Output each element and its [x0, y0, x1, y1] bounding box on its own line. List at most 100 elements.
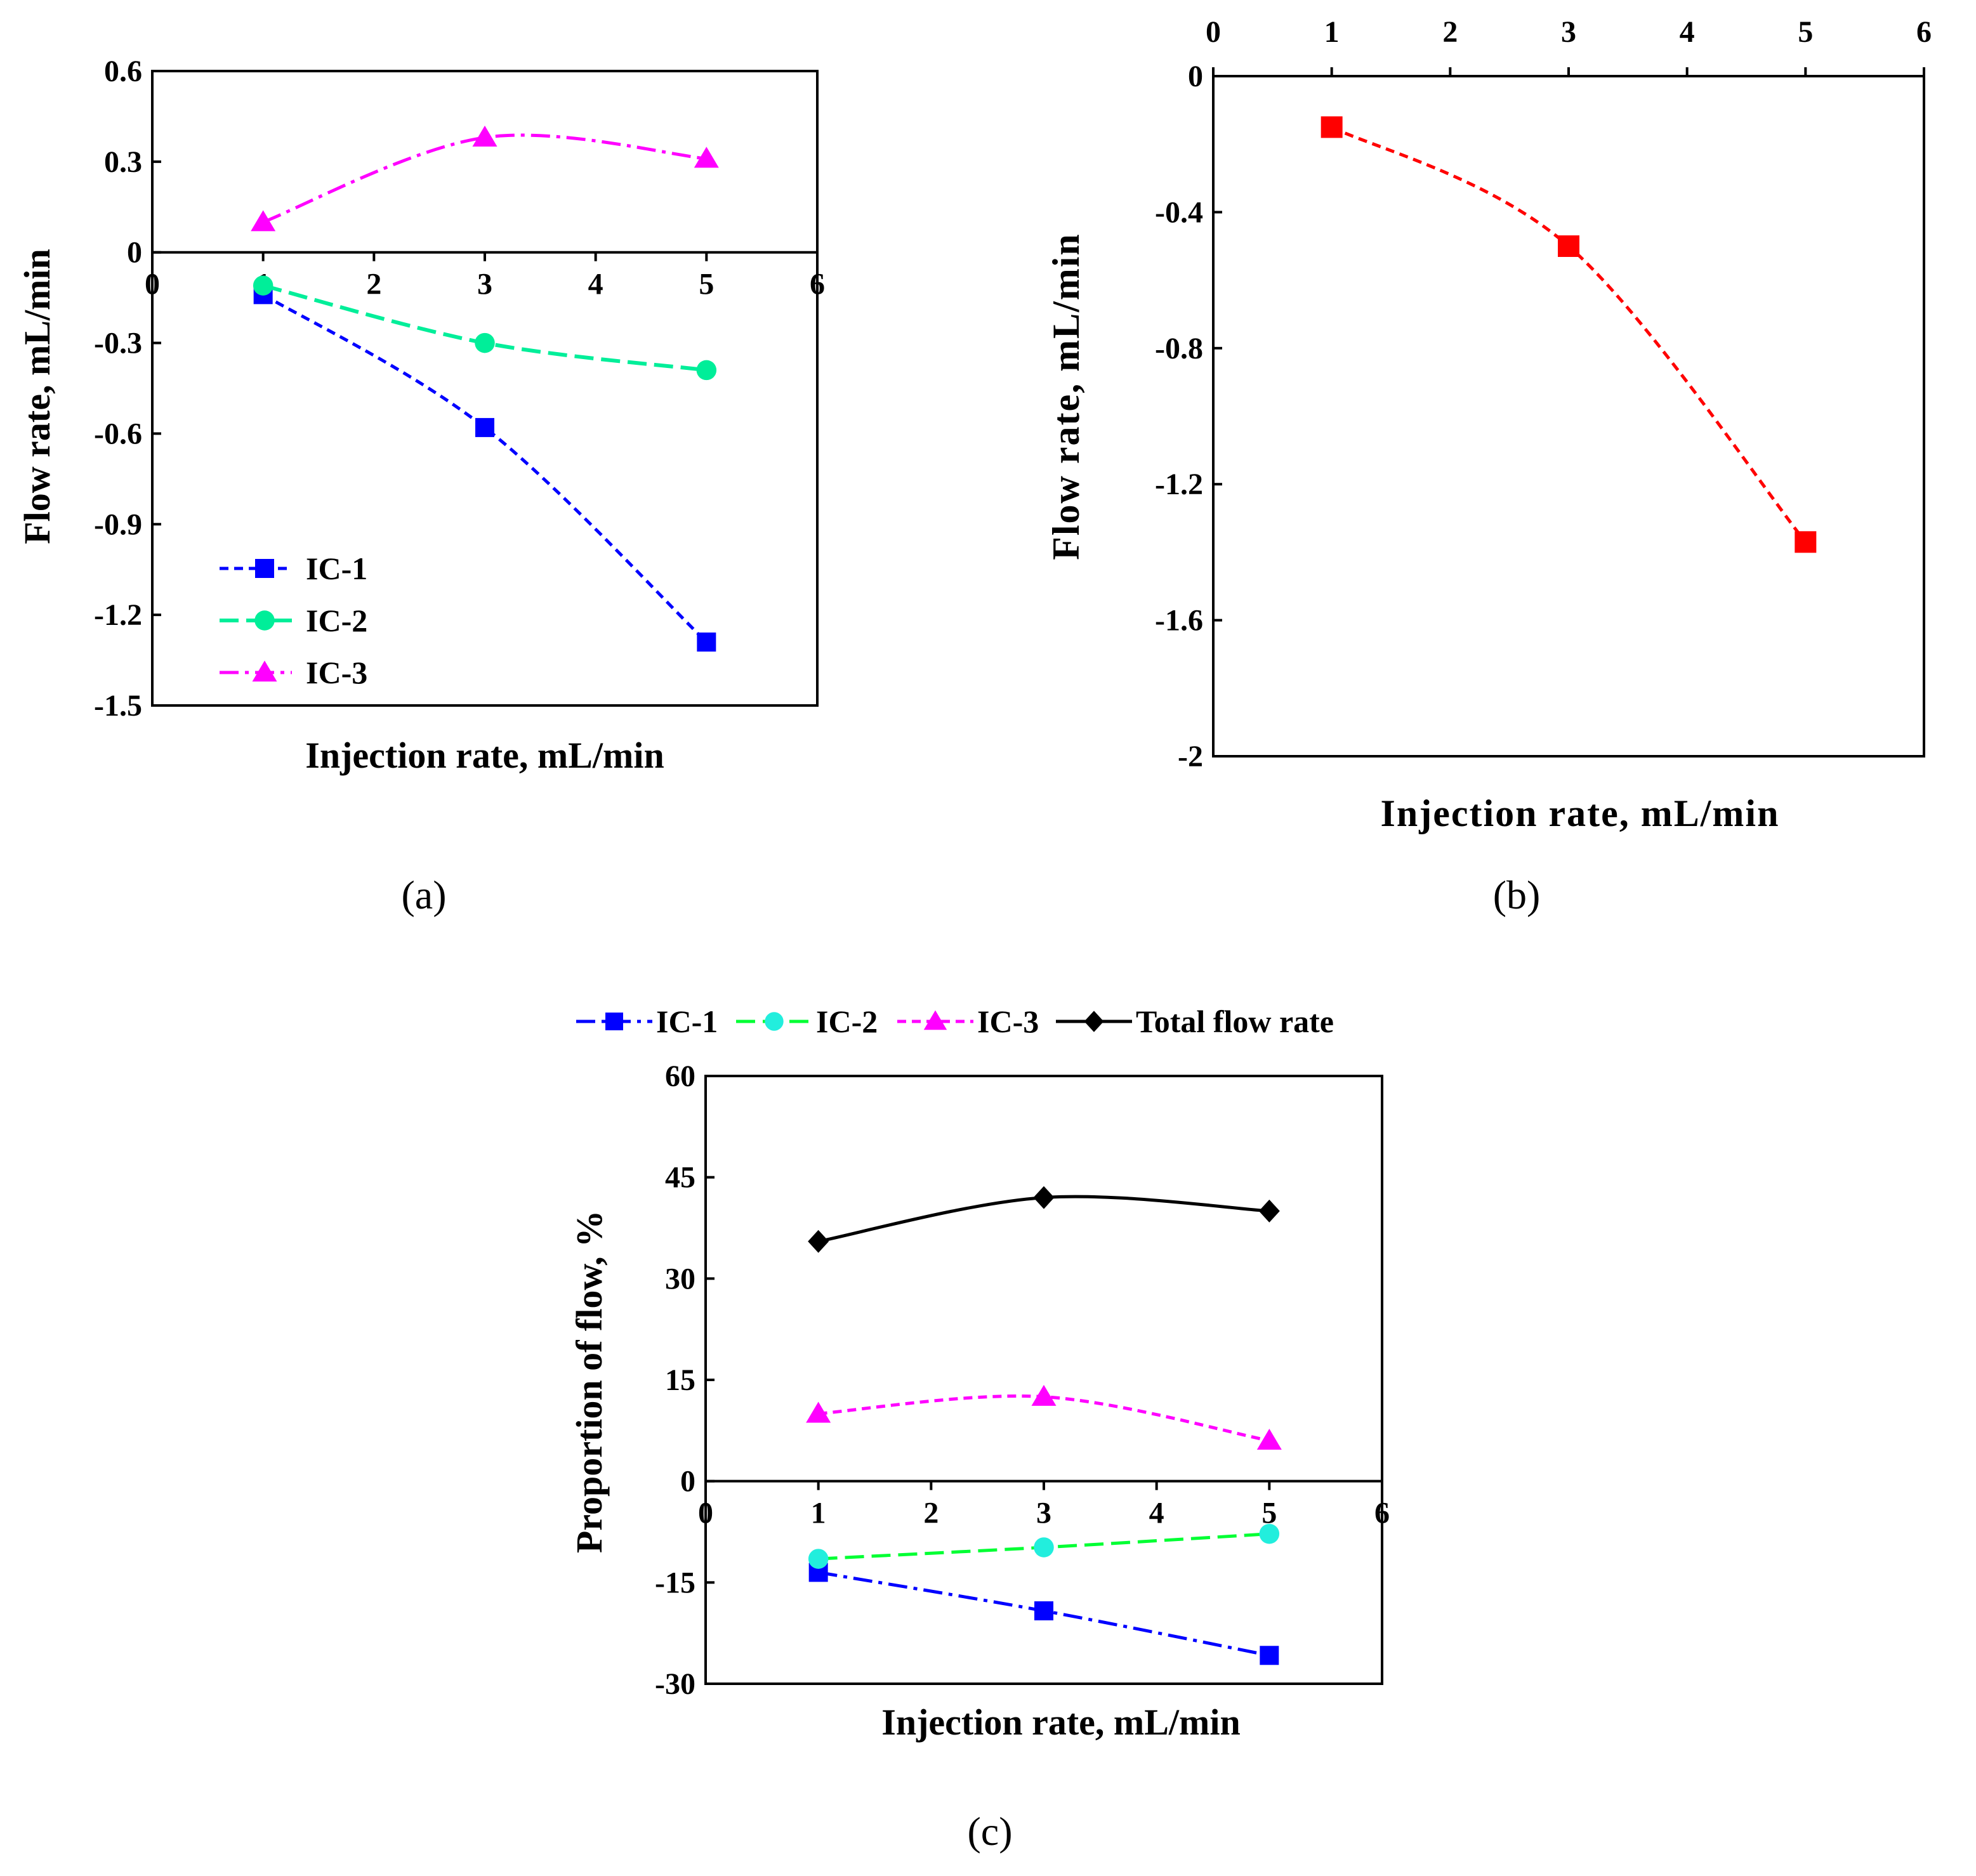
panel-c-legend-label: IC-2 — [816, 1004, 878, 1039]
panel-a-point-ic-2-3 — [475, 332, 495, 353]
panel-a-y-tick-label: -1.2 — [94, 598, 142, 632]
panel-a-y-tick-label: -0.3 — [94, 327, 142, 360]
panel-a-x-axis-label: Injection rate, mL/min — [305, 735, 664, 776]
panel-c-point-ic-2-3 — [1034, 1537, 1054, 1558]
panel-b-y-tick-label: -2 — [1178, 740, 1203, 773]
panel-c-y-tick-label: -15 — [655, 1566, 695, 1599]
panel-c-legend-marker-ic-2 — [765, 1012, 784, 1031]
panel-b-x-tick-label: 4 — [1680, 15, 1695, 49]
panel-c-point-ic-2-5 — [1259, 1523, 1280, 1544]
panel-c-point-ic-3-5 — [1256, 1429, 1282, 1450]
panel-c-legend-label: IC-3 — [977, 1004, 1039, 1039]
panel-c-point-ic-3-1 — [806, 1401, 831, 1423]
panel-a-y-tick-label: 0.3 — [104, 145, 142, 179]
panel-a-plot-frame — [151, 70, 819, 707]
panel-c-x-tick-label: 4 — [1149, 1497, 1164, 1530]
panel-a-x-tick-label: 3 — [477, 268, 492, 301]
panel-a-series — [152, 126, 817, 652]
panel-c-x-tick-label: 0 — [698, 1497, 713, 1530]
panel-b-x-tick-label: 1 — [1324, 15, 1340, 49]
panel-c-point-ic-3-3 — [1031, 1384, 1057, 1406]
panel-a-legend-marker-ic-3 — [252, 660, 277, 682]
panel-b-point-total-3 — [1558, 235, 1579, 257]
panel-a-legend-marker-ic-2 — [254, 610, 275, 631]
panel-c-x-tick-label: 1 — [811, 1497, 826, 1530]
panel-c-point-ic-1-3 — [1034, 1601, 1053, 1621]
panel-c-legend-label: IC-1 — [656, 1004, 718, 1039]
panel-c-legend-marker-ic-3 — [923, 1010, 947, 1030]
panel-b-point-total-5 — [1795, 531, 1817, 553]
panel-a-legend-label: IC-3 — [306, 655, 367, 690]
panel-a-point-ic-3-1 — [251, 210, 276, 232]
panel-a-y-tick-label: 0.6 — [104, 55, 142, 88]
panel-c-caption: (c) — [967, 1809, 1012, 1854]
panel-c-y-ticks: 60 45 30 15 0 -15 -30 — [655, 1059, 715, 1701]
panel-b-x-axis-label: Injection rate, mL/min — [1381, 792, 1780, 834]
panel-a-y-tick-label: -0.9 — [94, 508, 142, 541]
panel-a-legend-label: IC-1 — [306, 551, 367, 586]
panel-b-y-tick-label: -1.2 — [1155, 468, 1203, 501]
panel-a-legend: IC-1 IC-2 IC-3 — [220, 551, 367, 690]
panel-c-point-total-flow-rate-3 — [1033, 1186, 1055, 1209]
panel-b-x-tick-label: 5 — [1798, 15, 1813, 49]
panel-a-x-tick-label: 5 — [699, 268, 714, 301]
panel-c-x-tick-label: 6 — [1374, 1497, 1390, 1530]
panel-b-x-tick-label: 0 — [1206, 15, 1221, 49]
panel-c-x-tick-label: 3 — [1036, 1497, 1051, 1530]
panel-c-y-tick-label: -30 — [655, 1667, 695, 1701]
panel-a-x-tick-label: 4 — [588, 268, 603, 301]
panel-b-y-tick-label: 0 — [1188, 60, 1203, 93]
panel-c-y-tick-label: 0 — [680, 1465, 695, 1499]
panel-c-y-axis-label: Proportion of flow, % — [569, 1210, 610, 1553]
panel-c-y-tick-label: 60 — [665, 1059, 695, 1093]
panel-b-x-tick-label: 6 — [1916, 15, 1932, 49]
panel-a-y-tick-label: -1.5 — [94, 689, 142, 723]
panel-a-x-tick-label: 6 — [810, 268, 825, 301]
panel-b-y-tick-label: -0.8 — [1155, 332, 1203, 365]
panel-a-point-ic-3-3 — [472, 126, 497, 147]
panel-a-y-ticks: 0.60.30-0.3-0.6-0.9-1.2-1.5 — [94, 55, 161, 723]
panel-c-y-tick-label: 45 — [665, 1161, 695, 1195]
panel-b-point-total-1 — [1321, 116, 1343, 138]
panel-b-y-ticks: 0 -0.4 -0.8 -1.2 -1.6 -2 — [1155, 60, 1222, 773]
panel-a-point-ic-1-5 — [697, 633, 716, 652]
panel-c-legend-marker-ic-1 — [605, 1013, 623, 1030]
panel-a-series-line-ic-3 — [262, 133, 707, 224]
panel-c-legend: IC-1 IC-2 IC-3 Total flow rate — [576, 1004, 1334, 1039]
panel-a-legend-marker-ic-1 — [255, 559, 274, 578]
panel-a-series-line-ic-1 — [262, 293, 708, 643]
panel-a-legend-label: IC-2 — [306, 603, 367, 638]
panel-c-legend-marker-total-flow-rate — [1084, 1011, 1104, 1032]
panel-a-point-ic-2-1 — [253, 275, 273, 296]
panel-b-caption: (b) — [1493, 872, 1541, 917]
panel-a-x-tick-label: 0 — [145, 268, 160, 301]
panel-b-y-tick-label: -1.6 — [1155, 604, 1203, 638]
panel-a-point-ic-3-5 — [694, 147, 719, 168]
panel-a-y-tick-label: 0 — [127, 236, 142, 270]
panel-a-point-ic-2-5 — [696, 360, 717, 381]
panel-c-point-total-flow-rate-5 — [1258, 1199, 1280, 1223]
panel-c-y-tick-label: 15 — [665, 1363, 695, 1397]
panel-b-series — [1321, 116, 1817, 553]
panel-b-y-tick-label: -0.4 — [1155, 195, 1203, 229]
panel-b-x-tick-label: 2 — [1442, 15, 1458, 49]
panel-b-x-tick-label: 3 — [1561, 15, 1576, 49]
panel-c-x-axis-label: Injection rate, mL/min — [881, 1702, 1240, 1743]
panel-a-point-ic-1-3 — [475, 417, 494, 437]
panel-b: 0 -0.4 -0.8 -1.2 -1.6 -2 0 1 2 3 4 5 6 Injection ra… — [1045, 15, 1932, 917]
panel-c-y-tick-label: 30 — [665, 1262, 695, 1295]
panel-c-legend-label: Total flow rate — [1136, 1004, 1334, 1039]
panel-a-x-tick-label: 2 — [366, 268, 381, 301]
panel-b-x-ticks: 0 1 2 3 4 5 6 — [1206, 15, 1932, 76]
panel-c-point-total-flow-rate-1 — [808, 1230, 829, 1253]
panel-c-point-ic-2-1 — [808, 1549, 829, 1569]
panel-b-y-axis-label: Flow rate, mL/min — [1045, 233, 1087, 560]
panel-c-x-tick-label: 2 — [923, 1497, 939, 1530]
panel-c-series — [706, 1186, 1382, 1665]
panel-c-point-ic-1-5 — [1260, 1646, 1279, 1665]
